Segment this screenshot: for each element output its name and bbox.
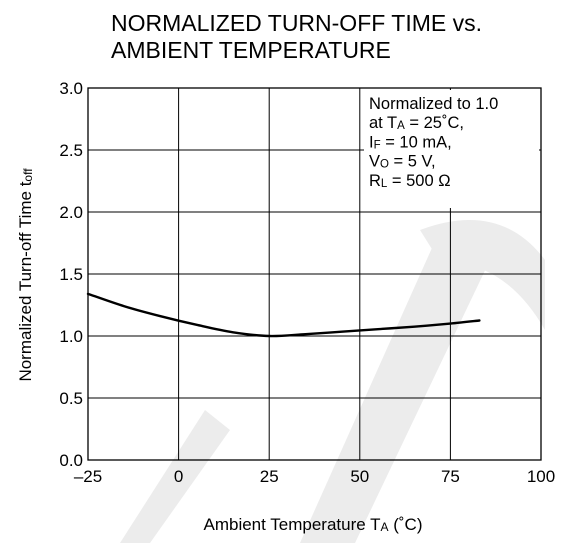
y-axis-label: Normalized Turn-off Time toff (16, 168, 35, 382)
annotation: Normalized to 1.0at TA = 25˚C,IF = 10 mA… (369, 95, 498, 190)
x-tick-labels: –25 0 25 50 75 100 (74, 467, 555, 486)
y-tick-label: 2.0 (59, 203, 83, 222)
x-axis-label-main: Ambient Temperature T (203, 515, 380, 534)
y-tick-label: 1.5 (59, 265, 83, 284)
y-tick-label: 3.0 (59, 79, 83, 98)
y-tick-label: 1.0 (59, 327, 83, 346)
y-tick-label: 0.5 (59, 389, 83, 408)
x-tick-label: 100 (527, 467, 555, 486)
x-tick-label: 50 (350, 467, 369, 486)
x-axis-label: Ambient Temperature TA (˚C) (203, 515, 422, 534)
annotation-box (364, 90, 539, 208)
y-axis-label-sub: off (21, 168, 35, 182)
series-line (86, 292, 481, 338)
x-tick-label: 25 (260, 467, 279, 486)
x-tick-label: 75 (441, 467, 460, 486)
x-axis-label-sub: A (381, 520, 389, 534)
watermark-arc (420, 220, 545, 330)
chart-title-line-1: NORMALIZED TURN-OFF TIME vs. (111, 10, 482, 36)
y-tick-label: 2.5 (59, 141, 83, 160)
watermark (120, 220, 545, 543)
annotation-line: VO = 5 V, (369, 153, 436, 171)
chart-title-line-2: AMBIENT TEMPERATURE (111, 37, 391, 63)
annotation-line: IF = 10 mA, (369, 133, 452, 151)
annotation-line: Normalized to 1.0 (369, 95, 498, 113)
y-axis-label-main: Normalized Turn-off Time t (16, 181, 35, 381)
watermark-stroke-left (120, 410, 230, 543)
annotation-line: at TA = 25˚C, (369, 114, 464, 132)
x-tick-label: –25 (74, 467, 102, 486)
x-axis-label-suffix: (˚C) (389, 515, 423, 534)
x-tick-label: 0 (174, 467, 183, 486)
y-tick-labels: 0.0 0.5 1.0 1.5 2.0 2.5 3.0 (59, 79, 83, 470)
watermark-diagonal-band (300, 230, 490, 543)
series (86, 292, 481, 338)
y-tick-label: 0.0 (59, 451, 83, 470)
annotation-line: RL = 500 Ω (369, 172, 451, 190)
plot-frame (87, 87, 542, 461)
